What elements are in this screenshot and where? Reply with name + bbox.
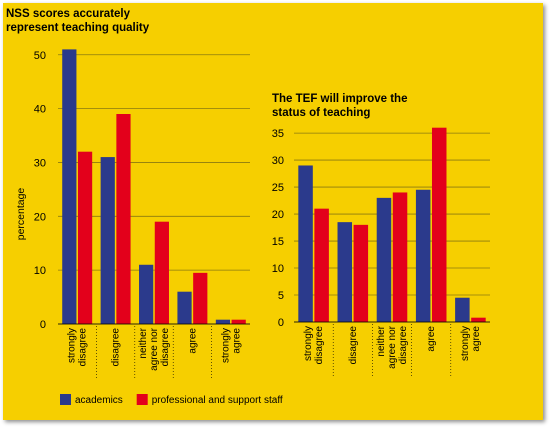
bar-academics (415, 189, 431, 322)
y-tick-label: 20 (272, 209, 284, 221)
bar-academics (215, 319, 231, 324)
y-tick-label: 10 (34, 265, 46, 277)
y-tick-label: 15 (272, 236, 284, 248)
y-tick-label: 30 (34, 157, 46, 169)
category-label: agree (187, 328, 198, 354)
category-label: disagree (348, 326, 359, 365)
bar-academics (139, 264, 154, 324)
category-label: strongly (67, 328, 78, 363)
legend-swatch (60, 394, 71, 405)
y-tick-label: 25 (272, 182, 284, 194)
bar-staff (154, 221, 169, 324)
category-label: agree nor (149, 327, 160, 370)
bar-academics (376, 197, 392, 322)
y-tick-label: 0 (40, 319, 46, 331)
legend-label: academics (75, 395, 123, 406)
category-label: disagree (111, 328, 122, 367)
chart-title-line: represent teaching quality (6, 22, 150, 34)
legend: academics professional and support staff (60, 394, 283, 406)
y-tick-label: 20 (34, 211, 46, 223)
bar-staff (314, 208, 329, 322)
bar-staff (231, 319, 246, 324)
category-label: strongly (303, 326, 314, 361)
chart-1: NSS scores accurately represent teaching … (6, 8, 250, 380)
y-tick-label: 5 (278, 290, 284, 302)
y-tick-label: 10 (272, 263, 284, 275)
bar-staff (77, 151, 93, 324)
category-label: disagree (314, 326, 325, 365)
category-label: neither (376, 325, 387, 356)
chart-2: The TEF will improve the status of teachi… (272, 93, 490, 378)
y-tick-label: 30 (272, 155, 284, 167)
category-label: neither (138, 327, 149, 358)
bar-staff (193, 272, 208, 324)
bar-academics (298, 165, 313, 322)
y-tick-label: 0 (278, 317, 284, 329)
y-tick-label: 40 (34, 104, 46, 116)
category-label: agree (426, 326, 437, 352)
category-label: disagree (78, 328, 89, 367)
category-label: agree nor (387, 325, 398, 368)
category-label: strongly (460, 326, 471, 361)
legend-label: professional and support staff (152, 395, 283, 406)
y-axis-label: percentage (15, 188, 27, 241)
bar-staff (471, 317, 486, 322)
category-label: strongly (220, 328, 231, 363)
legend-swatch (136, 394, 148, 405)
y-tick-label: 50 (34, 50, 46, 62)
bar-academics (455, 297, 470, 322)
chart-frame (3, 3, 543, 420)
category-label: agree (471, 326, 482, 352)
bar-academics (62, 49, 77, 325)
category-label: disagree (398, 326, 409, 365)
y-tick-label: 35 (272, 128, 284, 140)
bar-staff (116, 114, 131, 324)
chart-title-line: status of teaching (272, 107, 370, 119)
chart-title-line: The TEF will improve the (272, 93, 407, 105)
category-label: disagree (160, 328, 171, 367)
bar-academics (337, 222, 353, 322)
bar-academics (100, 157, 115, 324)
bar-academics (177, 291, 192, 324)
chart-title-line: NSS scores accurately (6, 8, 131, 20)
category-label: agree (231, 328, 242, 354)
bar-staff (353, 224, 369, 322)
bar-staff (431, 127, 447, 322)
bar-staff (392, 192, 408, 322)
